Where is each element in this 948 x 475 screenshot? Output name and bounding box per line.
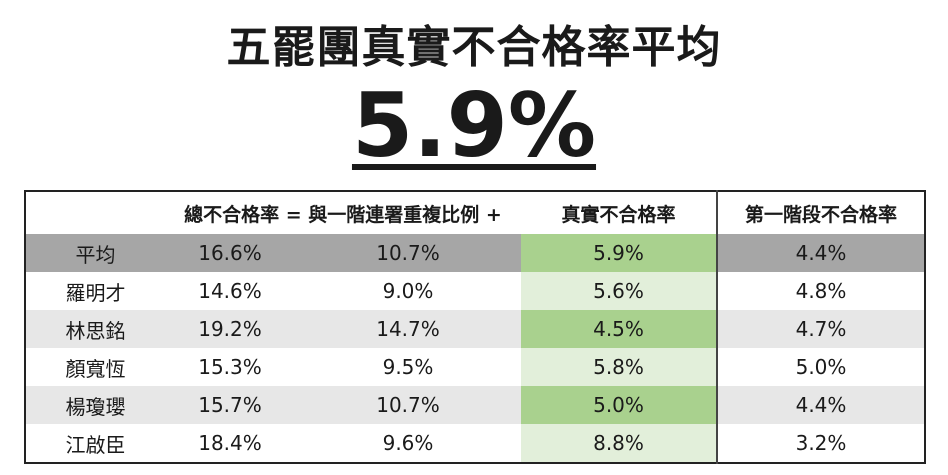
cell-stage1: 4.8% [716, 272, 925, 310]
headline-value: 5.9% [351, 74, 597, 177]
cell-total: 16.6% [165, 234, 295, 272]
cell-real: 5.8% [521, 348, 717, 386]
header-stage1-rate: 第一階段不合格率 [716, 191, 925, 234]
cell-real: 5.0% [521, 386, 717, 424]
table-row: 顏寬恆 15.3% 9.5% 5.8% 5.0% [25, 348, 925, 386]
cell-total: 18.4% [165, 424, 295, 463]
header-name [25, 191, 165, 234]
cell-stage1: 4.7% [716, 310, 925, 348]
table-header-row: 總不合格率 = 與一階連署重複比例 + 真實不合格率 第一階段不合格率 [25, 191, 925, 234]
row-name: 平均 [25, 234, 165, 272]
table-row: 楊瓊瓔 15.7% 10.7% 5.0% 4.4% [25, 386, 925, 424]
cell-total: 19.2% [165, 310, 295, 348]
table-row: 羅明才 14.6% 9.0% 5.6% 4.8% [25, 272, 925, 310]
cell-total: 14.6% [165, 272, 295, 310]
cell-real: 8.8% [521, 424, 717, 463]
table-row: 江啟臣 18.4% 9.6% 8.8% 3.2% [25, 424, 925, 463]
cell-stage1: 5.0% [716, 348, 925, 386]
row-name: 顏寬恆 [25, 348, 165, 386]
row-name: 江啟臣 [25, 424, 165, 463]
cell-overlap: 9.5% [295, 348, 521, 386]
cell-stage1: 4.4% [716, 386, 925, 424]
cell-overlap: 10.7% [295, 386, 521, 424]
cell-overlap: 9.6% [295, 424, 521, 463]
page-title: 五罷團真實不合格率平均 [226, 22, 722, 73]
cell-total: 15.3% [165, 348, 295, 386]
table-row-average: 平均 16.6% 10.7% 5.9% 4.4% [25, 234, 925, 272]
cell-stage1: 4.4% [716, 234, 925, 272]
row-name: 羅明才 [25, 272, 165, 310]
cell-stage1: 3.2% [716, 424, 925, 463]
table-row: 林思銘 19.2% 14.7% 4.5% 4.7% [25, 310, 925, 348]
rate-table: 總不合格率 = 與一階連署重複比例 + 真實不合格率 第一階段不合格率 平均 1… [24, 190, 926, 464]
row-name: 楊瓊瓔 [25, 386, 165, 424]
header-total-formula: 總不合格率 = 與一階連署重複比例 + [165, 191, 521, 234]
cell-overlap: 9.0% [295, 272, 521, 310]
cell-real: 4.5% [521, 310, 717, 348]
cell-real: 5.9% [521, 234, 717, 272]
cell-overlap: 10.7% [295, 234, 521, 272]
header-real-rate: 真實不合格率 [521, 191, 717, 234]
cell-total: 15.7% [165, 386, 295, 424]
cell-real: 5.6% [521, 272, 717, 310]
row-name: 林思銘 [25, 310, 165, 348]
cell-overlap: 14.7% [295, 310, 521, 348]
